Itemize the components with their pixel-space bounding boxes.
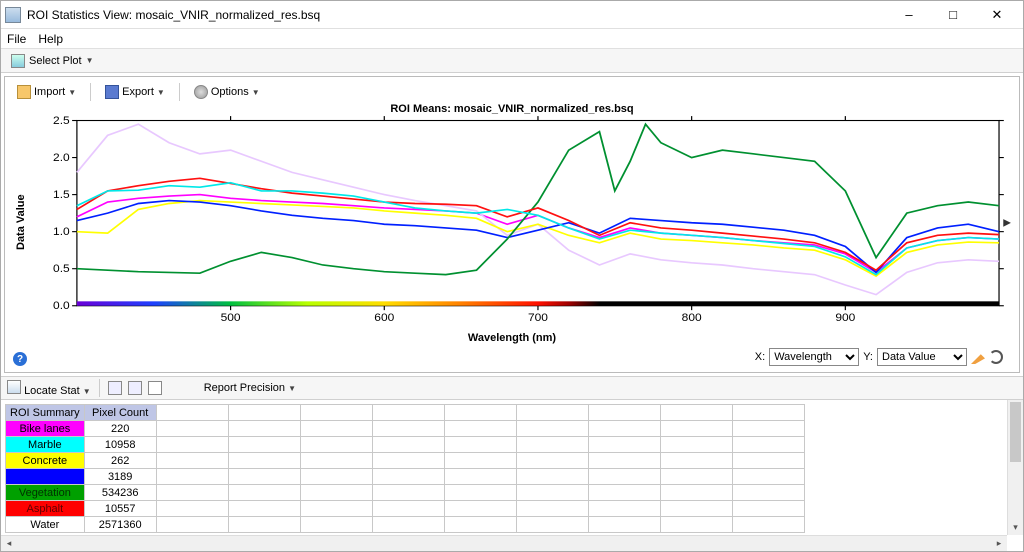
separator — [99, 379, 100, 397]
pencil-icon[interactable] — [971, 350, 985, 364]
svg-text:500: 500 — [221, 313, 241, 324]
chart-area: Data Value 0.0 0.5 1.0 1.5 2.0 2.5 500 600 700 80… — [13, 115, 1011, 330]
titlebar: ROI Statistics View: mosaic_VNIR_normali… — [1, 1, 1023, 29]
roi-summary-table[interactable]: ROI SummaryPixel CountBike lanes220Marbl… — [5, 404, 805, 533]
scroll-down-arrow[interactable]: ▾ — [1008, 519, 1023, 535]
svg-text:700: 700 — [528, 313, 548, 324]
chart-svg[interactable]: 0.0 0.5 1.0 1.5 2.0 2.5 500 600 700 800 900 — [29, 115, 1011, 330]
scroll-thumb[interactable] — [1010, 402, 1021, 462]
scroll-right-arrow[interactable]: ▸ — [991, 536, 1007, 551]
chart-expand-chevron[interactable]: ▶ — [1003, 217, 1011, 228]
window-title: ROI Statistics View: mosaic_VNIR_normali… — [27, 8, 887, 22]
maximize-button[interactable]: □ — [931, 2, 975, 28]
x-axis-select[interactable]: Wavelength — [769, 348, 859, 366]
svg-text:800: 800 — [682, 313, 702, 324]
app-icon — [5, 7, 21, 23]
help-icon[interactable]: ? — [13, 352, 27, 366]
report-precision-label: Report Precision — [204, 382, 285, 394]
menu-help[interactable]: Help — [38, 32, 63, 46]
locate-stat-label: Locate Stat — [24, 385, 80, 397]
y-axis-select[interactable]: Data Value — [877, 348, 967, 366]
chevron-down-icon: ▼ — [86, 56, 94, 65]
gear-icon — [194, 85, 208, 99]
export-label: Export — [122, 86, 154, 98]
svg-text:600: 600 — [374, 313, 394, 324]
chevron-down-icon: ▼ — [68, 88, 76, 97]
options-label: Options — [211, 86, 249, 98]
close-button[interactable]: ✕ — [975, 2, 1019, 28]
import-button[interactable]: Import ▼ — [13, 84, 80, 100]
table-row: Vegetation534236 — [6, 485, 805, 501]
svg-text:1.5: 1.5 — [53, 189, 70, 200]
report-precision-button[interactable]: Report Precision ▼ — [204, 382, 296, 394]
separator — [90, 83, 91, 101]
svg-text:0.0: 0.0 — [53, 300, 70, 311]
chart-panel: Import ▼ Export ▼ Options ▼ ROI Means: m… — [4, 76, 1020, 373]
folder-open-icon — [17, 85, 31, 99]
chevron-down-icon: ▼ — [252, 88, 260, 97]
roi-header-count: Pixel Count — [84, 405, 156, 421]
roi-header-name: ROI Summary — [6, 405, 85, 421]
table-row: Water2571360 — [6, 517, 805, 533]
chevron-down-icon: ▼ — [157, 88, 165, 97]
x-axis-control-label: X: — [755, 351, 765, 363]
y-axis-control-label: Y: — [863, 351, 873, 363]
horizontal-scrollbar[interactable]: ◂ ▸ — [1, 535, 1007, 551]
grid-icon-1[interactable] — [108, 381, 122, 395]
grid-icon-2[interactable] — [128, 381, 142, 395]
save-icon — [105, 85, 119, 99]
stats-toolbar: Locate Stat ▼ Report Precision ▼ — [1, 376, 1023, 400]
table-icon — [7, 380, 21, 394]
axis-controls: ? X: Wavelength Y: Data Value — [13, 344, 1011, 370]
scroll-left-arrow[interactable]: ◂ — [1, 536, 17, 551]
copy-icon[interactable] — [148, 381, 162, 395]
table-row: Bike lanes220 — [6, 421, 805, 437]
refresh-icon[interactable] — [989, 350, 1003, 364]
window-buttons: – □ ✕ — [887, 2, 1019, 28]
minimize-button[interactable]: – — [887, 2, 931, 28]
vertical-scrollbar[interactable]: ▴ ▾ — [1007, 400, 1023, 535]
chart-toolbar: Import ▼ Export ▼ Options ▼ — [13, 81, 1011, 103]
chevron-down-icon: ▼ — [288, 384, 296, 393]
svg-text:2.5: 2.5 — [53, 115, 70, 126]
menubar: File Help — [1, 29, 1023, 49]
table-row: Marble10958 — [6, 437, 805, 453]
svg-text:0.5: 0.5 — [53, 263, 70, 274]
svg-text:900: 900 — [835, 313, 855, 324]
locate-stat-button[interactable]: Locate Stat ▼ — [7, 380, 91, 397]
plot-icon — [11, 54, 25, 68]
table-row: Asphalt10557 — [6, 501, 805, 517]
select-plot-toolbar: Select Plot ▼ — [1, 49, 1023, 73]
y-axis-label: Data Value — [13, 115, 29, 330]
separator — [179, 83, 180, 101]
chevron-down-icon: ▼ — [83, 387, 91, 396]
chart-title: ROI Means: mosaic_VNIR_normalized_res.bs… — [13, 103, 1011, 115]
select-plot-button[interactable]: Select Plot ▼ — [7, 53, 98, 69]
options-button[interactable]: Options ▼ — [190, 84, 264, 100]
svg-text:2.0: 2.0 — [53, 152, 70, 163]
table-row: Concrete262 — [6, 453, 805, 469]
svg-text:1.0: 1.0 — [53, 226, 70, 237]
table-row: Roads3189 — [6, 469, 805, 485]
export-button[interactable]: Export ▼ — [101, 84, 169, 100]
select-plot-label: Select Plot — [29, 55, 82, 67]
x-axis-label: Wavelength (nm) — [13, 330, 1011, 344]
menu-file[interactable]: File — [7, 32, 26, 46]
tables-panel: ROI SummaryPixel CountBike lanes220Marbl… — [1, 400, 1023, 551]
import-label: Import — [34, 86, 65, 98]
